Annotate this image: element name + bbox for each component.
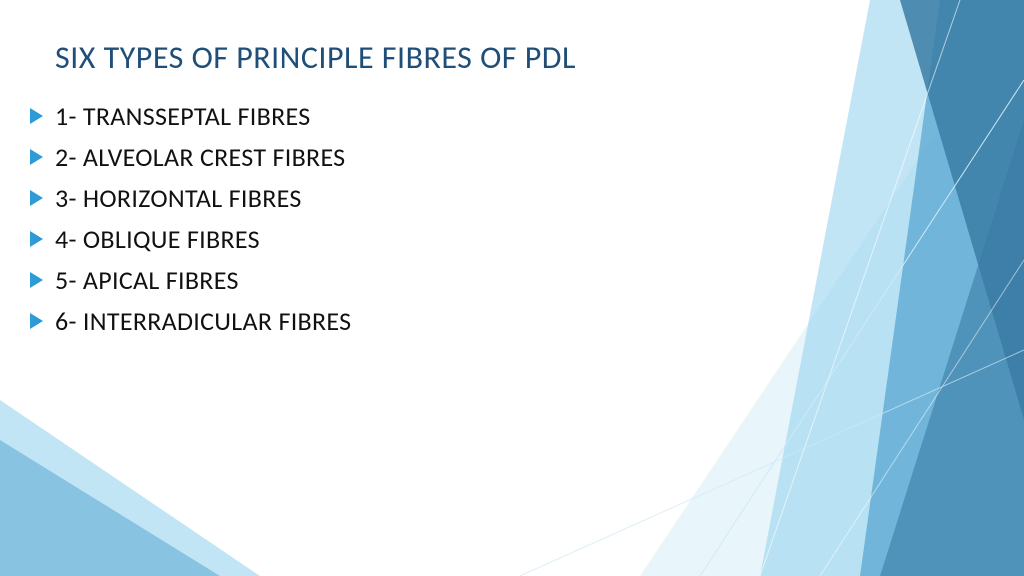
bullet-icon — [30, 272, 43, 288]
decor-bottom-left-2 — [0, 440, 220, 576]
list-item: 5- APICAL FIBRES — [30, 264, 351, 296]
list-item: 1- TRANSSEPTAL FIBRES — [30, 100, 351, 132]
list-item: 4- OBLIQUE FIBRES — [30, 223, 351, 255]
list-item: 3- HORIZONTAL FIBRES — [30, 182, 351, 214]
decor-right-2 — [760, 0, 1024, 576]
decor-line-1 — [700, 80, 1024, 576]
decor-right-4 — [900, 0, 1024, 420]
list-item-text: 1- TRANSSEPTAL FIBRES — [55, 100, 310, 132]
decor-line-4 — [520, 350, 1024, 576]
bullet-icon — [30, 190, 43, 206]
decor-right-3 — [860, 0, 1024, 576]
list-item: 2- ALVEOLAR CREST FIBRES — [30, 141, 351, 173]
list-item-text: 2- ALVEOLAR CREST FIBRES — [55, 141, 345, 173]
list-item-text: 5- APICAL FIBRES — [55, 264, 239, 296]
slide-title: SIX TYPES OF PRINCIPLE FIBRES OF PDL — [55, 38, 576, 77]
decor-line-2 — [760, 0, 960, 576]
decor-bottom-left — [0, 400, 260, 576]
bullet-icon — [30, 313, 43, 329]
bullet-icon — [30, 149, 43, 165]
bullet-icon — [30, 231, 43, 247]
bullet-icon — [30, 108, 43, 124]
list-item-text: 4- OBLIQUE FIBRES — [55, 223, 260, 255]
bullet-list: 1- TRANSSEPTAL FIBRES 2- ALVEOLAR CREST … — [30, 100, 351, 346]
decor-right-1 — [640, 0, 1024, 576]
list-item-text: 6- INTERRADICULAR FIBRES — [55, 305, 351, 337]
list-item: 6- INTERRADICULAR FIBRES — [30, 305, 351, 337]
decor-right-5 — [880, 120, 1024, 576]
slide: SIX TYPES OF PRINCIPLE FIBRES OF PDL 1- … — [0, 0, 1024, 576]
decor-line-3 — [820, 260, 1024, 576]
list-item-text: 3- HORIZONTAL FIBRES — [55, 182, 302, 214]
